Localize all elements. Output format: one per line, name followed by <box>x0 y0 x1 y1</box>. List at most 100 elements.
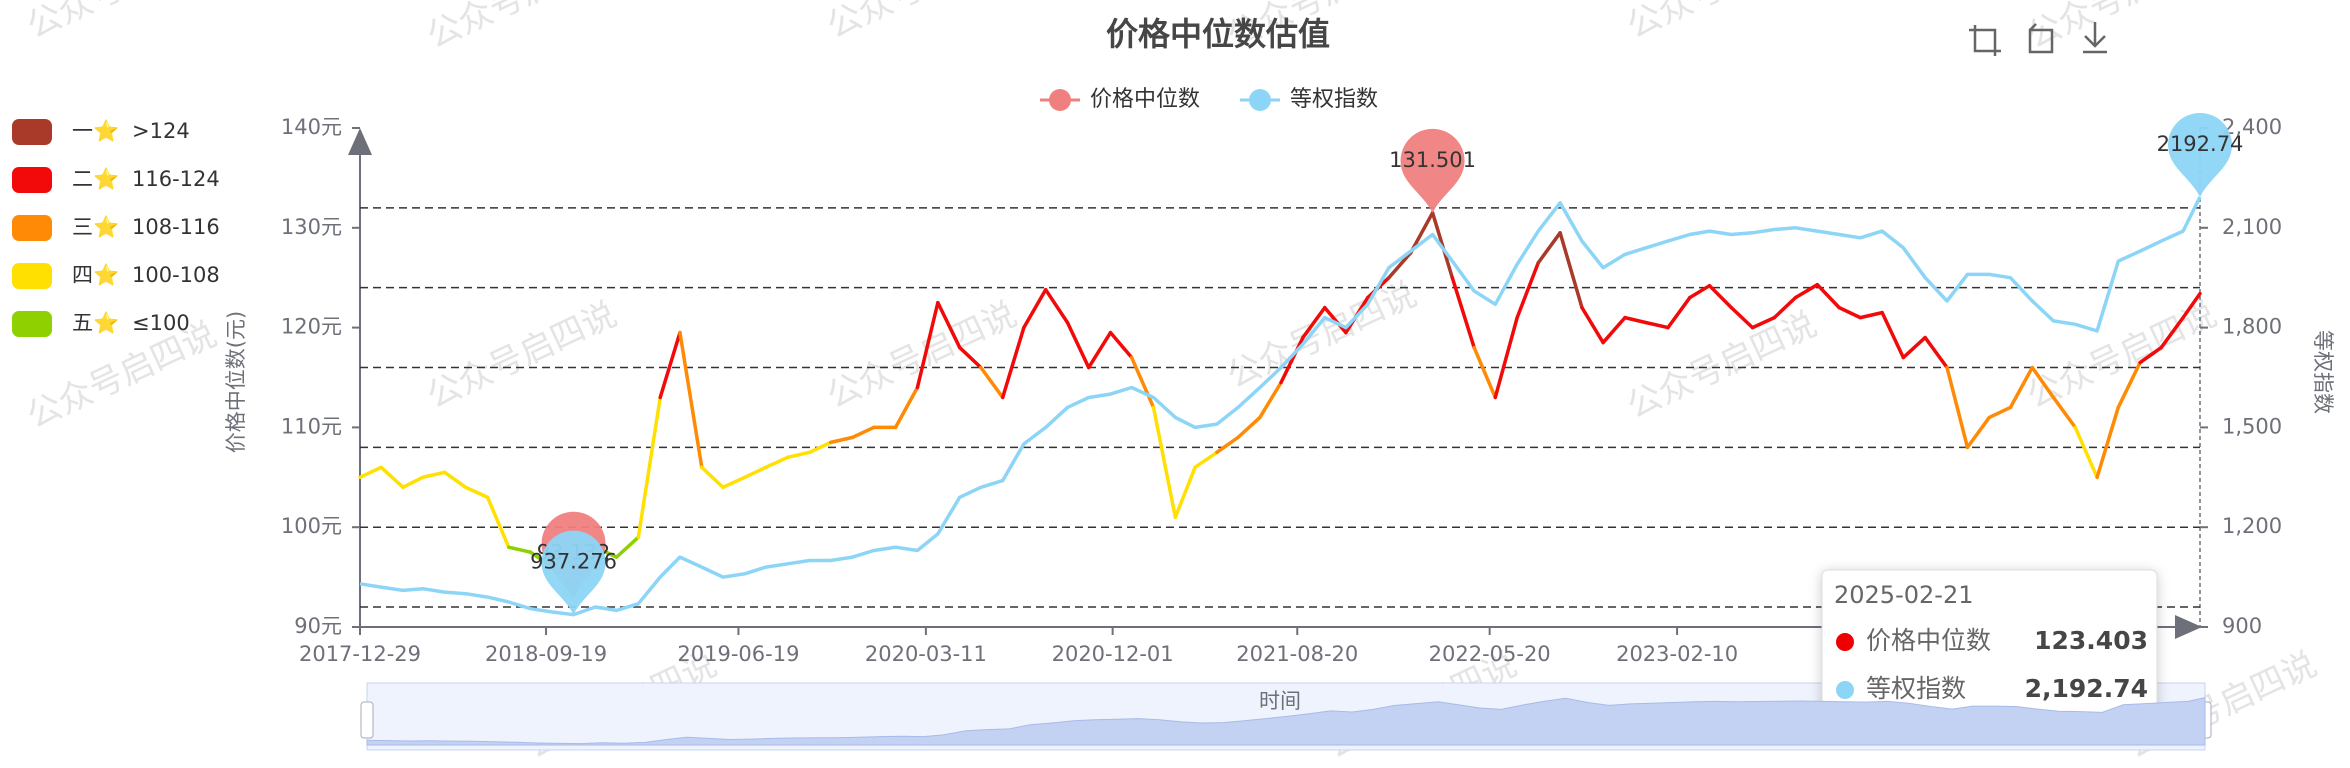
y2-tick-label: 900 <box>2222 614 2262 638</box>
price-segment <box>893 385 920 430</box>
price-segment <box>2095 405 2121 480</box>
price-segment <box>1065 320 1091 370</box>
price-segment <box>1151 405 1178 519</box>
price-segment <box>786 450 812 460</box>
price-segment <box>1472 345 1498 400</box>
y-tick-label: 100元 <box>281 514 342 538</box>
y-tick-label: 90元 <box>294 614 342 638</box>
mark-pin-label: 131.501 <box>1389 148 1476 172</box>
price-segment <box>485 495 511 549</box>
piece-range: ≤100 <box>132 311 190 335</box>
piece-swatch <box>12 311 52 337</box>
tooltip: 2025-02-21 价格中位数 123.403 等权指数 2,192.74 <box>1821 569 2158 718</box>
price-segment <box>1536 231 1562 265</box>
price-segment <box>1086 330 1113 370</box>
price-segment <box>915 300 940 390</box>
price-segment <box>700 465 725 490</box>
price-segment <box>743 465 768 480</box>
watermark: 公众号启四说 <box>421 294 623 416</box>
price-segment <box>1901 335 1927 360</box>
y2-axis-name: 等权指数 <box>2311 330 2335 414</box>
watermark: 公众号启四说 <box>821 294 1023 416</box>
price-segment <box>957 345 983 370</box>
mark-pin <box>541 530 606 615</box>
price-segment <box>1493 315 1519 400</box>
index-line <box>359 196 2202 617</box>
mark-pin-label: 2192.74 <box>2157 132 2244 156</box>
price-segment <box>979 365 1005 400</box>
piece-swatch <box>12 119 52 145</box>
zoom-label: 时间 <box>1259 689 1301 713</box>
price-segment <box>1322 305 1348 335</box>
y-tick-label: 130元 <box>281 215 342 239</box>
price-segment <box>850 425 876 440</box>
price-segment <box>2181 291 2202 320</box>
toolbox[interactable] <box>1969 22 2107 56</box>
price-segment <box>1858 310 1884 320</box>
tooltip-date: 2025-02-21 <box>1834 581 1973 609</box>
x-tick-label: 2018-09-19 <box>485 642 607 666</box>
x-tick-label: 2020-03-11 <box>865 642 987 666</box>
price-segment <box>807 440 833 455</box>
x-tick-label: 2023-02-10 <box>1616 642 1738 666</box>
price-segment <box>401 475 425 490</box>
price-segment <box>463 485 490 500</box>
legend-label: 价格中位数 <box>1090 87 1200 112</box>
price-segment <box>658 330 682 400</box>
price-segment <box>2138 345 2163 365</box>
watermark: 公众号启四说 <box>421 0 623 57</box>
restore-icon[interactable] <box>2028 23 2054 54</box>
piece-label: 四⭐ <box>72 262 119 287</box>
download-icon[interactable] <box>2083 22 2107 54</box>
price-segment <box>1043 287 1070 325</box>
piece-range: 100-108 <box>132 263 220 287</box>
plot: 90元 100元 110元 120元 130元 140元 900 1,200 1,500 1,80… <box>281 112 2282 666</box>
price-segment <box>1644 320 1670 330</box>
price-segment <box>1688 283 1712 300</box>
piece-label: 三⭐ <box>72 214 119 239</box>
price-segment <box>1793 282 1820 300</box>
price-segment <box>1408 211 1435 255</box>
price-segment <box>1129 355 1156 410</box>
zoom-handle[interactable] <box>360 701 374 739</box>
price-segment <box>1450 275 1476 350</box>
y-axis-arrow <box>348 128 372 155</box>
price-segment <box>614 535 641 559</box>
y-tick-label: 120元 <box>281 315 342 339</box>
price-segment <box>2073 425 2099 480</box>
y-tick-label: 110元 <box>281 414 342 438</box>
piece-label: 五⭐ <box>72 310 119 335</box>
price-segment <box>1108 330 1134 360</box>
price-segment <box>1601 315 1627 345</box>
zoom-area <box>366 696 2206 746</box>
price-segment <box>1258 380 1283 420</box>
zoom-icon[interactable] <box>1969 25 2001 56</box>
tooltip-marker <box>1836 681 1854 699</box>
tooltip-value: 123.403 <box>2034 626 2148 655</box>
price-segment <box>442 470 468 490</box>
price-segment <box>506 545 533 554</box>
legend-marker <box>1049 89 1071 111</box>
price-segment <box>1707 283 1734 310</box>
y2-tick-label: 1,200 <box>2222 514 2282 538</box>
price-segment <box>1000 325 1026 400</box>
price-segment <box>1772 295 1798 320</box>
x-tick-label: 2017-12-29 <box>299 642 421 666</box>
x-tick-label: 2019-06-19 <box>677 642 799 666</box>
price-segment <box>1815 282 1841 310</box>
price-segment <box>1945 365 1970 450</box>
price-segment <box>1666 295 1692 330</box>
piece-range: >124 <box>132 119 190 143</box>
piece-swatch <box>12 215 52 241</box>
tooltip-series: 价格中位数 <box>1866 626 1991 655</box>
y-axis-name: 价格中位数(元) <box>224 311 248 453</box>
piece-range: 116-124 <box>132 167 220 191</box>
piece-range: 108-116 <box>132 215 220 239</box>
watermark: 公众号启四说 <box>1621 0 1823 47</box>
tooltip-marker <box>1836 633 1854 651</box>
y2-tick-label: 1,500 <box>2222 414 2282 438</box>
price-segment <box>1022 287 1048 330</box>
price-segment <box>1987 405 2013 420</box>
